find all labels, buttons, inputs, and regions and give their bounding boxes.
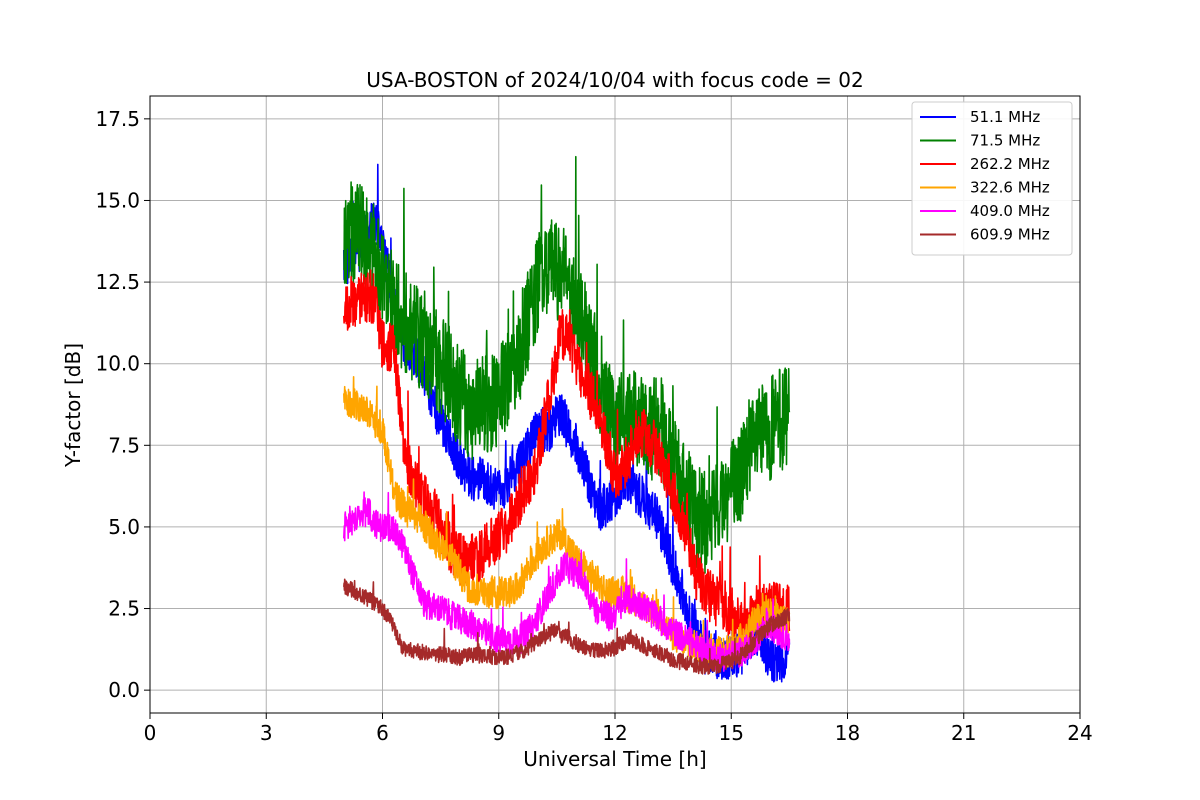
x-tick-label: 0 — [144, 721, 157, 745]
y-tick-label: 17.5 — [95, 107, 140, 131]
y-axis-label: Y-factor [dB] — [61, 343, 85, 468]
y-tick-label: 12.5 — [95, 270, 140, 294]
ticks: 0 3 6 9 12 15 18 21 24 0.0 2.5 5.0 7.5 10.0 12.5 15.0 17… — [95, 107, 1092, 745]
x-tick-label: 21 — [951, 721, 976, 745]
series-line — [343, 491, 791, 673]
x-axis-label: Universal Time [h] — [523, 747, 706, 771]
y-tick-label: 10.0 — [95, 352, 140, 376]
legend-label: 322.6 MHz — [970, 179, 1050, 197]
y-tick-label: 5.0 — [108, 515, 140, 539]
x-tick-label: 3 — [260, 721, 273, 745]
legend: 51.1 MHz 71.5 MHz 262.2 MHz 322.6 MHz 409.0… — [911, 101, 1073, 256]
legend-label: 51.1 MHz — [970, 108, 1040, 126]
legend-label: 71.5 MHz — [970, 132, 1040, 150]
y-tick-label: 0.0 — [108, 678, 140, 702]
series-layer — [343, 155, 791, 683]
legend-label: 609.9 MHz — [970, 226, 1050, 244]
chart-title: USA-BOSTON of 2024/10/04 with focus code… — [366, 68, 863, 92]
y-tick-label: 15.0 — [95, 188, 140, 212]
x-tick-label: 12 — [602, 721, 627, 745]
x-tick-label: 18 — [835, 721, 860, 745]
y-tick-label: 2.5 — [108, 597, 140, 621]
x-tick-label: 9 — [492, 721, 505, 745]
y-tick-label: 7.5 — [108, 433, 140, 457]
series-line — [343, 269, 791, 649]
x-tick-label: 15 — [719, 721, 744, 745]
legend-label: 409.0 MHz — [970, 202, 1050, 220]
series-line — [343, 578, 791, 675]
x-tick-label: 6 — [376, 721, 389, 745]
series-line — [343, 155, 791, 574]
legend-label: 262.2 MHz — [970, 155, 1050, 173]
x-tick-label: 24 — [1067, 721, 1092, 745]
